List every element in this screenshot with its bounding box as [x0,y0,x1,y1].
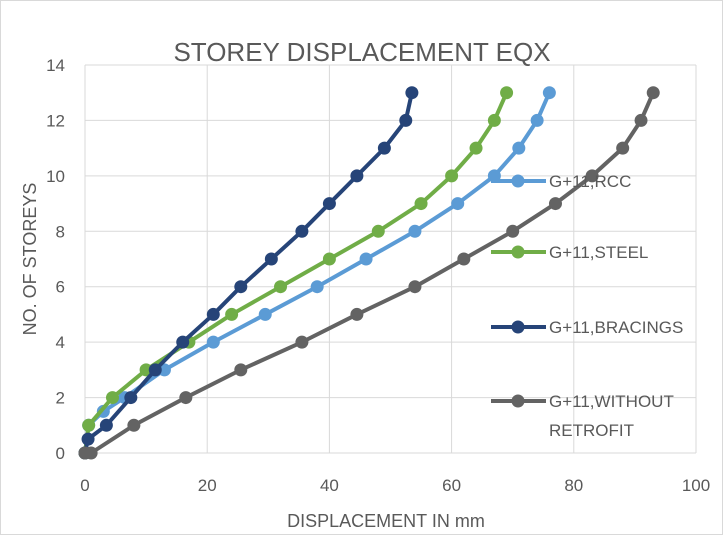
data-point [206,307,220,321]
gridlines [84,64,697,454]
y-tick-label: 14 [46,56,65,75]
legend-marker [511,174,525,188]
data-point [82,418,96,432]
series-2 [78,86,419,460]
x-axis-title: DISPLACEMENT IN mm [287,511,485,531]
data-point [457,252,471,266]
y-tick-label: 2 [56,389,65,408]
data-point [506,224,520,238]
data-point [408,280,422,294]
data-point [548,197,562,211]
data-point [408,224,422,238]
data-point [124,391,138,405]
data-point [469,141,483,155]
axes: 0 2 4 6 8 10 12 14 0 20 40 60 80 100 [46,56,710,495]
legend-label: G+11,RCC [549,172,631,191]
y-tick-label: 12 [46,111,65,130]
data-point [414,197,428,211]
y-tick-label: 6 [56,278,65,297]
y-tick-label: 0 [56,444,65,463]
legend-item: G+11,BRACINGS [491,318,683,337]
series-3 [78,86,660,460]
data-point [530,113,544,127]
series-0 [78,86,556,460]
data-point [206,335,220,349]
data-point [99,418,113,432]
y-axis-title: NO. OF STOREYS [20,183,40,336]
data-point [512,141,526,155]
chart-title: STOREY DISPLACEMENT EQX [173,37,550,67]
legend: G+11,RCC G+11,STEEL G+11,BRACINGS G+11,WITH… [491,172,683,440]
data-point [127,418,141,432]
data-point [646,86,660,100]
legend-label: G+11,STEEL [549,243,648,262]
x-tick-label: 60 [442,476,461,495]
x-tick-label: 100 [682,476,710,495]
data-point [350,169,364,183]
legend-label: G+11,WITHOUT RETROFIT [549,392,674,440]
data-point [139,363,153,377]
x-tick-label: 0 [80,476,89,495]
legend-label: G+11,BRACINGS [549,318,683,337]
data-point [81,432,95,446]
series-group [78,86,660,460]
data-point [310,280,324,294]
y-tick-label: 10 [46,167,65,186]
y-tick-label: 4 [56,333,65,352]
data-point [634,113,648,127]
data-point [487,113,501,127]
data-point [176,335,190,349]
data-point [322,197,336,211]
data-point [616,141,630,155]
data-point [295,224,309,238]
data-point [399,113,413,127]
data-point [377,141,391,155]
series-1 [78,86,514,460]
data-point [274,280,288,294]
data-point [542,86,556,100]
data-point [500,86,514,100]
data-point [445,169,459,183]
data-point [405,86,419,100]
data-point [225,307,239,321]
data-point [234,280,248,294]
legend-item: G+11,RCC [491,172,631,191]
y-tick-label: 8 [56,222,65,241]
data-point [295,335,309,349]
data-point [105,391,119,405]
data-point [234,363,248,377]
data-point [350,307,364,321]
x-tick-label: 80 [564,476,583,495]
data-point [585,169,599,183]
data-point [371,224,385,238]
data-point [359,252,373,266]
legend-marker [511,394,525,408]
x-tick-label: 20 [198,476,217,495]
legend-item: G+11,WITHOUT RETROFIT [491,392,674,440]
data-point [179,391,193,405]
data-point [322,252,336,266]
data-point [84,446,98,460]
data-point [264,252,278,266]
x-tick-label: 40 [320,476,339,495]
legend-item: G+11,STEEL [491,243,648,262]
data-point [451,197,465,211]
data-point [148,363,162,377]
legend-marker [511,320,525,334]
legend-marker [511,245,525,259]
data-point [258,307,272,321]
